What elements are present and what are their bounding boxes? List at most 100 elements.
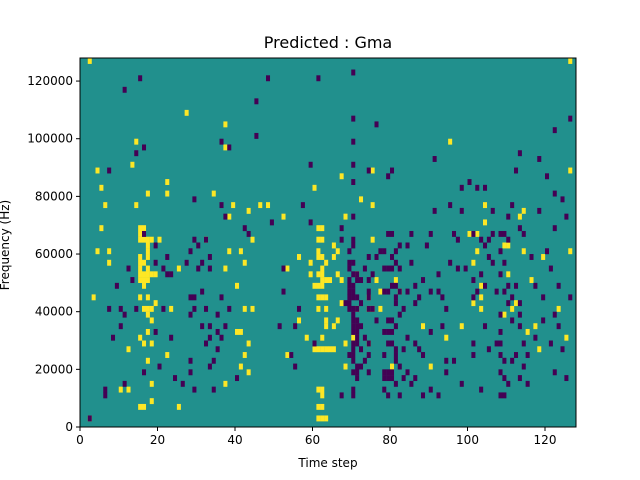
heatmap-cell-low — [215, 311, 220, 318]
heatmap-cell-low — [366, 340, 371, 347]
heatmap-cell-low — [506, 236, 511, 243]
heatmap-cell-low — [227, 144, 232, 151]
heatmap-cell-low — [366, 277, 371, 284]
heatmap-cell-low — [107, 305, 112, 312]
heatmap-cell-low — [188, 248, 193, 255]
heatmap-cell-high — [393, 277, 398, 284]
heatmap-cell-low — [351, 161, 356, 168]
heatmap-cell-low — [552, 225, 557, 232]
heatmap-cell-high — [320, 277, 325, 284]
heatmap-cell-high — [339, 300, 344, 307]
heatmap-cell-low — [382, 328, 387, 335]
heatmap-cell-low — [355, 271, 360, 278]
heatmap-cell-high — [242, 352, 247, 358]
heatmap-cell-high — [126, 386, 131, 393]
heatmap-cell-high — [374, 277, 379, 284]
heatmap-cell-high — [320, 271, 325, 278]
heatmap-cell-low — [355, 323, 360, 330]
heatmap-cell-high — [145, 190, 150, 197]
heatmap-cell-high — [126, 346, 131, 353]
heatmap-cell-low — [517, 225, 522, 232]
heatmap-cell-high — [145, 328, 150, 335]
heatmap-cell-high — [99, 225, 104, 232]
heatmap-cell-high — [312, 184, 317, 191]
heatmap-cell-high — [343, 363, 348, 370]
heatmap-cell-low — [506, 300, 511, 307]
heatmap-cell-low — [552, 127, 557, 134]
heatmap-cell-high — [316, 254, 321, 260]
heatmap-cell-low — [483, 184, 488, 191]
heatmap-cell-high — [370, 167, 375, 174]
heatmap-cell-low — [312, 340, 317, 347]
heatmap-cell-high — [483, 202, 488, 209]
heatmap-cell-low — [552, 369, 557, 376]
heatmap-cell-low — [517, 150, 522, 157]
heatmap-cell-low — [521, 230, 526, 237]
heatmap-cell-low — [235, 375, 240, 382]
heatmap-cell-high — [316, 248, 321, 255]
heatmap-cell-high — [421, 323, 426, 330]
heatmap-cell-low — [351, 294, 356, 301]
heatmap-cell-low — [517, 375, 522, 382]
heatmap-cell-high — [316, 294, 321, 301]
heatmap-cell-low — [355, 294, 360, 301]
heatmap-cell-high — [176, 265, 181, 272]
heatmap-cell-low — [498, 311, 503, 318]
heatmap-cell-high — [564, 334, 569, 341]
heatmap-cell-high — [444, 334, 449, 341]
heatmap-cell-low — [196, 265, 201, 272]
heatmap-cell-high — [308, 271, 313, 278]
heatmap-cell-low — [498, 248, 503, 255]
heatmap-cell-low — [382, 288, 387, 295]
heatmap-cell-low — [165, 271, 170, 278]
heatmap-cell-high — [258, 202, 263, 209]
heatmap-cell-high — [238, 363, 243, 370]
heatmap-cell-low — [390, 340, 395, 347]
heatmap-cell-high — [149, 340, 154, 347]
heatmap-cell-high — [320, 265, 325, 272]
heatmap-cell-low — [219, 138, 224, 145]
heatmap-cell-high — [223, 265, 228, 272]
heatmap-cell-high — [320, 403, 325, 410]
heatmap-cell-high — [145, 248, 150, 255]
heatmap-cell-low — [359, 323, 364, 330]
heatmap-cell-high — [250, 236, 255, 243]
heatmap-cell-low — [351, 259, 356, 266]
heatmap-cell-low — [390, 369, 395, 376]
heatmap-cell-high — [541, 254, 546, 260]
heatmap-cell-low — [455, 265, 460, 272]
heatmap-cell-high — [142, 277, 147, 284]
heatmap-cell-low — [351, 282, 356, 289]
heatmap-cell-high — [138, 334, 143, 341]
heatmap-cell-low — [351, 323, 356, 330]
heatmap-cell-high — [231, 202, 236, 209]
heatmap-cell-high — [134, 138, 139, 145]
heatmap-cell-high — [165, 352, 170, 358]
heatmap-cell-high — [145, 265, 150, 272]
heatmap-cell-low — [188, 311, 193, 318]
heatmap-cell-low — [390, 167, 395, 174]
heatmap-cell-low — [347, 300, 352, 307]
heatmap-cell-low — [370, 271, 375, 278]
x-axis-label: Time step — [297, 456, 357, 470]
heatmap-cell-low — [498, 230, 503, 237]
heatmap-cell-low — [192, 236, 197, 243]
heatmap-cell-low — [413, 375, 418, 382]
heatmap-cell-low — [413, 300, 418, 307]
heatmap-cell-low — [401, 346, 406, 353]
heatmap-cell-high — [142, 225, 147, 232]
heatmap-cell-low — [413, 340, 418, 347]
x-tick-label: 60 — [305, 433, 320, 447]
heatmap-cell-high — [138, 403, 143, 410]
heatmap-cell-low — [498, 271, 503, 278]
heatmap-cell-low — [521, 340, 526, 347]
heatmap-cell-low — [308, 219, 313, 226]
heatmap-cell-high — [91, 294, 96, 301]
heatmap-cell-low — [386, 340, 391, 347]
heatmap-cell-low — [517, 300, 522, 307]
heatmap-cell-high — [176, 403, 181, 410]
heatmap-cell-high — [149, 271, 154, 278]
heatmap-cell-low — [521, 363, 526, 370]
heatmap-cell-high — [157, 236, 162, 243]
heatmap-cell-high — [448, 138, 453, 145]
